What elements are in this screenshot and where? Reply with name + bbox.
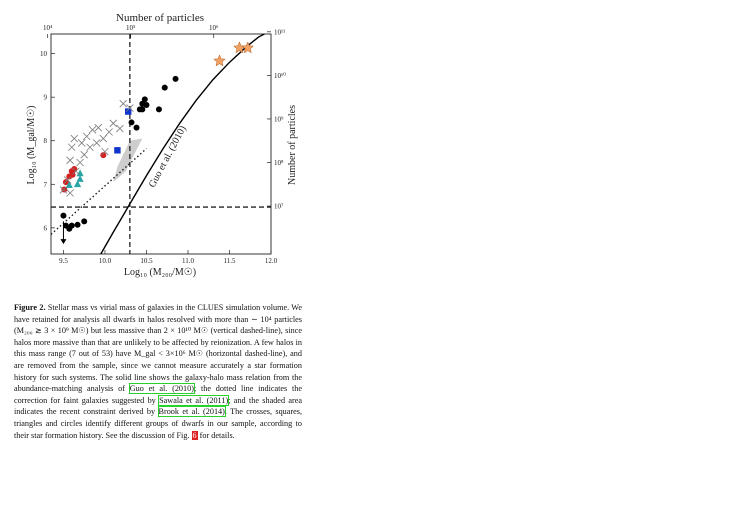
data-point-star [242, 42, 253, 53]
right-tick-label: 10⁷ [274, 203, 284, 211]
data-point-circle [173, 76, 179, 82]
figure-caption: Figure 2. Stellar mass vs virial mass of… [14, 302, 302, 441]
data-point-cross [93, 139, 100, 146]
data-point-circle [69, 223, 75, 229]
data-point-cross [106, 129, 113, 136]
y-tick-label: 8 [44, 137, 48, 145]
y-axis-title: Log₁₀ (M_gal/M☉) [26, 106, 37, 185]
brook-shaded-band [113, 139, 142, 183]
top-tick-label: 10⁶ [209, 24, 219, 32]
x-tick-label: 11.5 [223, 257, 235, 265]
data-point-circle [81, 218, 87, 224]
data-point-cross [87, 144, 94, 151]
upper-limit-arrow-head [60, 239, 66, 244]
x-tick-label: 11.0 [182, 257, 194, 265]
data-point-cross [100, 135, 107, 142]
data-point-circle [143, 102, 149, 108]
top-tick-label: 10⁴ [43, 24, 53, 32]
x-tick-label: 12.0 [265, 257, 278, 265]
caption-label: Figure 2. [14, 303, 46, 312]
data-point-square [114, 147, 120, 153]
top-tick-label: 10⁵ [126, 24, 136, 32]
data-point-circle [139, 106, 145, 112]
right-tick-label: 10¹¹ [274, 28, 285, 36]
plot-area: 9.5 10.0 10.5 11.0 11.5 12.0 6 7 8 9 10 10⁴ 10⁵ 10⁶ 10… [40, 24, 286, 265]
y-tick-label: 7 [44, 181, 48, 189]
data-point-circle [162, 85, 168, 91]
data-point-circle [75, 222, 81, 228]
data-point-circle [60, 213, 66, 219]
top-axis-title: Number of particles [116, 12, 204, 24]
data-point-circle [134, 125, 140, 131]
right-axis-title: Number of particles [287, 105, 298, 185]
data-point-cross [78, 139, 85, 146]
data-point-circle [156, 106, 162, 112]
data-point-cross [77, 159, 84, 166]
data-point-circle [142, 96, 148, 102]
x-tick-label: 10.5 [140, 257, 153, 265]
x-tick-label: 10.0 [99, 257, 112, 265]
guo-curve-label: Guo et al. (2010) [147, 124, 189, 189]
data-point-star [214, 55, 225, 66]
data-point-cross [67, 157, 74, 164]
caption-text-1: Stellar mass vs virial mass of galaxies … [14, 303, 302, 393]
data-point-cross [68, 144, 75, 151]
data-point-cross [67, 190, 74, 197]
caption-text-5: for details. [198, 431, 235, 440]
y-tick-label: 9 [44, 94, 48, 102]
citation-brook-link[interactable]: Brook et al. (2014) [159, 407, 225, 416]
data-point-cross [120, 100, 127, 107]
data-point-cross [83, 133, 90, 140]
x-axis-title: Log₁₀ (M₂₀₀/M☉) [124, 267, 196, 278]
right-tick-label: 10¹⁰ [274, 72, 286, 80]
data-point-cross [89, 126, 96, 133]
data-point-circle [129, 119, 135, 125]
data-point-cross [110, 120, 117, 127]
data-point-cross [95, 124, 102, 131]
y-tick-label: 10 [40, 50, 48, 58]
guo-solid-curve [101, 34, 265, 254]
right-tick-label: 10⁸ [274, 159, 284, 167]
data-point-cross [116, 125, 123, 132]
citation-guo-link[interactable]: Guo et al. (2010) [130, 384, 194, 393]
data-point-cross [71, 135, 78, 142]
right-tick-label: 10⁹ [274, 115, 284, 123]
y-tick-label: 6 [44, 224, 48, 232]
citation-sawala-link[interactable]: Sawala et al. (2011) [159, 396, 228, 405]
plot-clipped-group [51, 34, 271, 254]
x-tick-label: 9.5 [59, 257, 68, 265]
data-point-cross [81, 151, 88, 158]
